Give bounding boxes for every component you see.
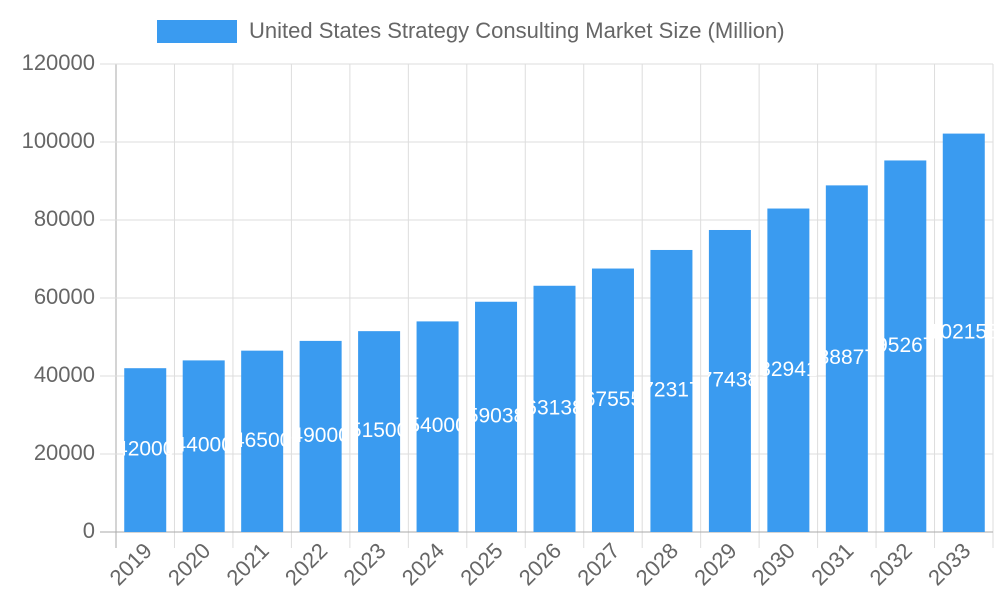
data-label: 63138 xyxy=(525,396,583,419)
data-label: 44000 xyxy=(174,434,232,457)
data-label: 82941 xyxy=(759,358,817,381)
x-tick-label: 2024 xyxy=(397,538,449,590)
bar xyxy=(591,268,634,532)
x-tick-label: 2027 xyxy=(572,538,624,590)
bar xyxy=(182,360,225,532)
x-tick-label: 2030 xyxy=(748,538,800,590)
bar xyxy=(241,350,284,532)
x-tick-label: 2031 xyxy=(806,538,858,590)
data-label: 54000 xyxy=(408,414,466,437)
y-tick-label: 60000 xyxy=(34,284,95,309)
data-label: 59038 xyxy=(467,404,525,427)
y-tick-label: 120000 xyxy=(22,50,95,75)
data-label: 51500 xyxy=(350,419,408,442)
bar xyxy=(299,340,342,532)
data-label: 72317 xyxy=(642,379,700,402)
x-tick-label: 2029 xyxy=(689,538,741,590)
y-tick-label: 20000 xyxy=(34,440,95,465)
bar xyxy=(708,229,751,532)
x-tick-label: 2033 xyxy=(923,538,975,590)
x-tick-label: 2023 xyxy=(338,538,390,590)
x-tick-label: 2025 xyxy=(455,538,507,590)
data-label: 77438 xyxy=(701,369,759,392)
x-tick-label: 2022 xyxy=(280,538,332,590)
bar xyxy=(533,285,576,532)
data-label: 46500 xyxy=(233,429,291,452)
x-tick-label: 2032 xyxy=(865,538,917,590)
bar xyxy=(767,208,810,533)
bar xyxy=(416,321,459,532)
bar xyxy=(825,185,868,532)
bar xyxy=(358,331,401,532)
x-tick-label: 2020 xyxy=(163,538,215,590)
data-label: 95267 xyxy=(876,334,934,357)
y-tick-label: 80000 xyxy=(34,206,95,231)
data-label: 102155 xyxy=(929,320,999,343)
x-tick-label: 2026 xyxy=(514,538,566,590)
data-label: 67555 xyxy=(584,388,642,411)
x-tick-label: 2028 xyxy=(631,538,683,590)
legend-swatch[interactable] xyxy=(157,20,237,43)
bar xyxy=(475,301,518,532)
y-tick-label: 40000 xyxy=(34,362,95,387)
data-label: 42000 xyxy=(116,438,174,461)
x-tick-label: 2021 xyxy=(222,538,274,590)
x-tick-label: 2019 xyxy=(105,538,157,590)
bar xyxy=(942,133,985,532)
bar xyxy=(884,160,927,533)
data-label: 49000 xyxy=(291,424,349,447)
legend-label[interactable]: United States Strategy Consulting Market… xyxy=(249,18,785,43)
bar xyxy=(124,368,167,532)
bar xyxy=(650,249,693,533)
y-tick-label: 100000 xyxy=(22,128,95,153)
y-tick-label: 0 xyxy=(83,518,95,543)
data-label: 88877 xyxy=(818,346,876,369)
